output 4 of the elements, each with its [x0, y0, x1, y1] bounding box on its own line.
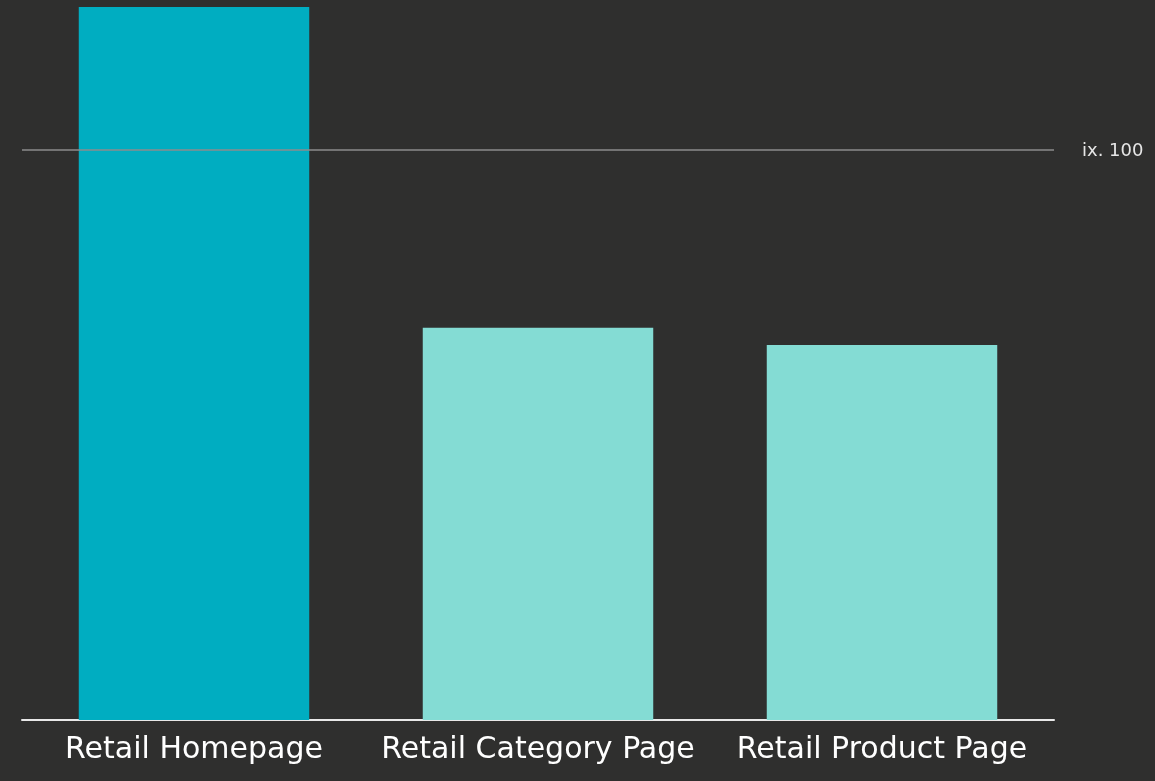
x-tick-label: Retail Category Page: [381, 729, 695, 765]
x-tick-label: Retail Homepage: [65, 729, 323, 765]
x-tick-label: Retail Product Page: [736, 729, 1028, 765]
ref-line-label: ix. 100: [1082, 139, 1144, 161]
